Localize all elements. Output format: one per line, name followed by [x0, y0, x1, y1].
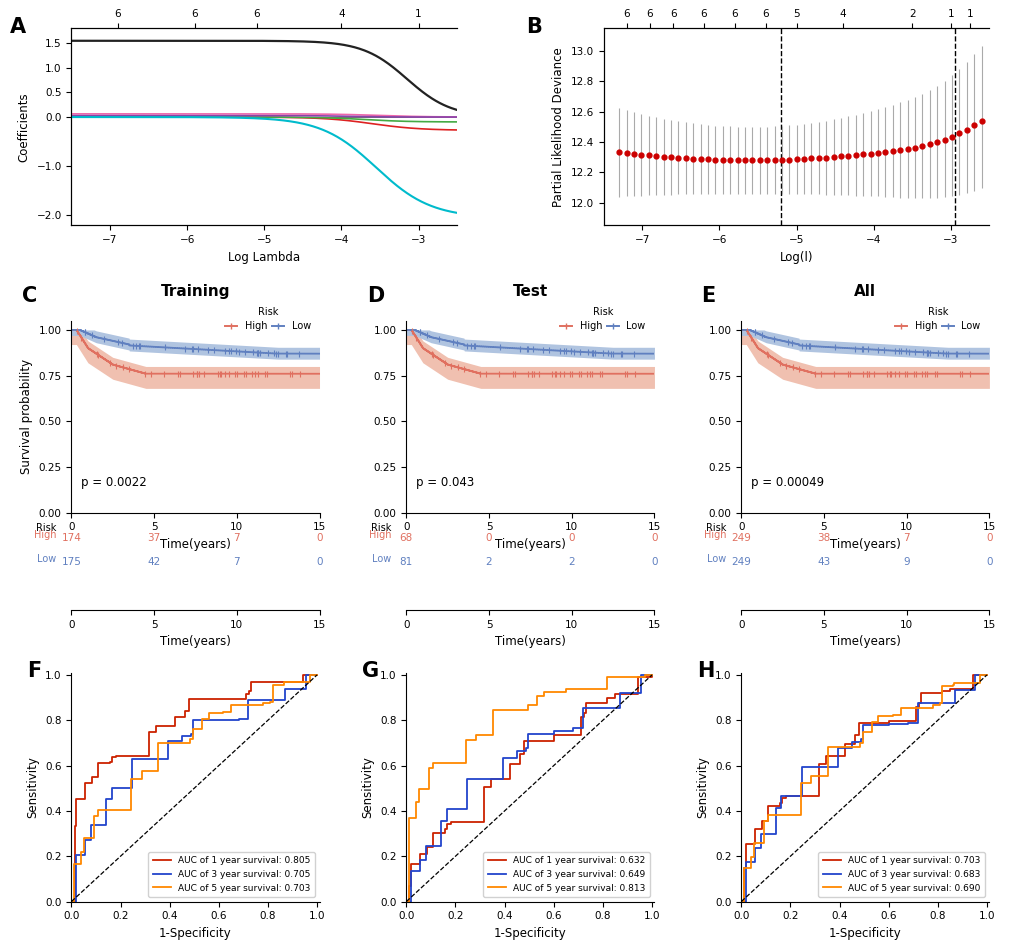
- Text: B: B: [526, 17, 542, 37]
- Title: Training: Training: [161, 284, 230, 299]
- Text: 37: 37: [148, 532, 161, 543]
- Text: 9: 9: [903, 557, 909, 567]
- Text: 175: 175: [61, 557, 82, 567]
- Text: 249: 249: [731, 532, 750, 543]
- Text: High: High: [703, 530, 726, 540]
- Text: 7: 7: [233, 557, 239, 567]
- Text: C: C: [21, 287, 37, 307]
- Text: 0: 0: [316, 557, 322, 567]
- Legend: AUC of 1 year survival: 0.632, AUC of 3 year survival: 0.649, AUC of 5 year surv: AUC of 1 year survival: 0.632, AUC of 3 …: [483, 852, 649, 897]
- Text: 0: 0: [650, 532, 657, 543]
- Text: Low: Low: [38, 554, 56, 564]
- Text: Low: Low: [372, 554, 391, 564]
- Y-axis label: Partial Likelihood Deviance: Partial Likelihood Deviance: [551, 47, 565, 207]
- Text: 2: 2: [568, 557, 575, 567]
- Text: 7: 7: [903, 532, 909, 543]
- Text: G: G: [362, 661, 378, 681]
- X-axis label: Time(years): Time(years): [160, 538, 230, 550]
- X-axis label: Time(years): Time(years): [829, 538, 900, 550]
- Text: 38: 38: [816, 532, 829, 543]
- X-axis label: 1-Specificity: 1-Specificity: [159, 927, 231, 940]
- Text: 0: 0: [485, 532, 492, 543]
- Text: 174: 174: [61, 532, 82, 543]
- X-axis label: Time(years): Time(years): [494, 538, 566, 550]
- Text: E: E: [701, 287, 715, 307]
- Text: A: A: [9, 17, 25, 37]
- Text: 7: 7: [233, 532, 239, 543]
- Text: 0: 0: [650, 557, 657, 567]
- Text: 0: 0: [985, 557, 991, 567]
- Text: 249: 249: [731, 557, 750, 567]
- Text: 0: 0: [985, 532, 991, 543]
- X-axis label: Log Lambda: Log Lambda: [228, 251, 300, 264]
- Text: Low: Low: [706, 554, 726, 564]
- Text: 2: 2: [485, 557, 492, 567]
- X-axis label: 1-Specificity: 1-Specificity: [828, 927, 901, 940]
- Legend: AUC of 1 year survival: 0.805, AUC of 3 year survival: 0.705, AUC of 5 year surv: AUC of 1 year survival: 0.805, AUC of 3 …: [148, 852, 315, 897]
- Y-axis label: Survival probability: Survival probability: [20, 359, 33, 474]
- Text: 68: 68: [399, 532, 413, 543]
- Y-axis label: Sensitivity: Sensitivity: [26, 756, 40, 818]
- Y-axis label: Sensitivity: Sensitivity: [696, 756, 709, 818]
- Title: Test: Test: [513, 284, 547, 299]
- Legend: High, Low: High, Low: [221, 303, 314, 335]
- Title: All: All: [854, 284, 875, 299]
- Y-axis label: Coefficients: Coefficients: [18, 92, 31, 161]
- X-axis label: 1-Specificity: 1-Specificity: [493, 927, 567, 940]
- Text: D: D: [366, 287, 383, 307]
- Text: Risk: Risk: [371, 523, 391, 532]
- Text: High: High: [34, 530, 56, 540]
- Text: F: F: [26, 661, 41, 681]
- Text: Risk: Risk: [36, 523, 56, 532]
- Text: H: H: [696, 661, 713, 681]
- Text: 0: 0: [316, 532, 322, 543]
- Legend: High, Low: High, Low: [555, 303, 649, 335]
- X-axis label: Log(l): Log(l): [780, 251, 812, 264]
- Text: p = 0.043: p = 0.043: [416, 475, 474, 489]
- Text: 42: 42: [148, 557, 161, 567]
- Text: 43: 43: [816, 557, 829, 567]
- Text: High: High: [369, 530, 391, 540]
- Text: Risk: Risk: [705, 523, 726, 532]
- Text: 81: 81: [399, 557, 413, 567]
- Legend: High, Low: High, Low: [891, 303, 983, 335]
- Y-axis label: Sensitivity: Sensitivity: [361, 756, 374, 818]
- Text: p = 0.00049: p = 0.00049: [750, 475, 823, 489]
- Text: 0: 0: [568, 532, 575, 543]
- Text: p = 0.0022: p = 0.0022: [82, 475, 147, 489]
- Legend: AUC of 1 year survival: 0.703, AUC of 3 year survival: 0.683, AUC of 5 year surv: AUC of 1 year survival: 0.703, AUC of 3 …: [817, 852, 984, 897]
